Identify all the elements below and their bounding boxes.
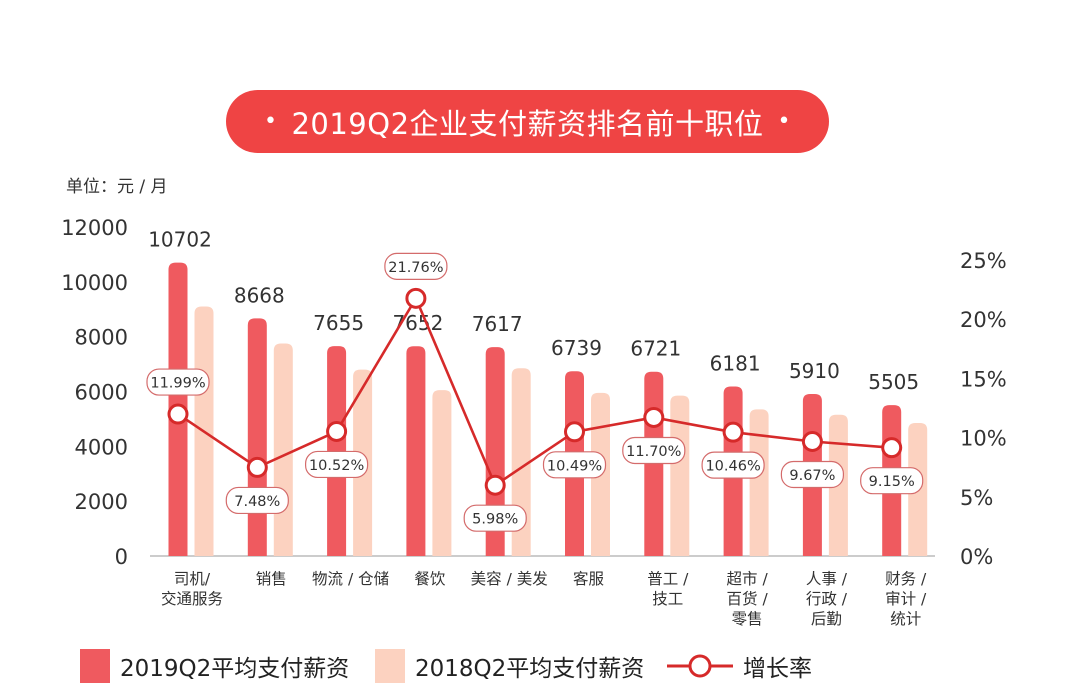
bar-2018 <box>670 395 690 556</box>
bar-2019-value-label: 7617 <box>472 312 523 336</box>
y-right-tick-label: 25% <box>960 249 1007 273</box>
bar-2019-value-label: 5910 <box>789 359 840 383</box>
bar-2019 <box>406 346 426 556</box>
bar-2019 <box>247 318 267 556</box>
bar-2019-value-label: 8668 <box>234 283 285 307</box>
growth-rate-label-box <box>305 450 369 479</box>
growth-rate-point <box>881 437 903 459</box>
growth-rate-label-box <box>225 486 289 515</box>
bar-2018 <box>273 343 293 556</box>
legend-item-2019: 2019Q2平均支付薪资 <box>80 646 349 686</box>
growth-rate-label-box <box>622 436 686 465</box>
legend-swatch-2018 <box>375 649 405 683</box>
x-category-label: 零售 <box>732 610 763 628</box>
y-left-tick-label: 6000 <box>75 381 128 405</box>
growth-rate-point <box>167 403 189 425</box>
legend-label-growth: 增长率 <box>743 656 812 682</box>
bar-2019-value-label: 6721 <box>630 337 681 361</box>
growth-rate-label: 10.52% <box>309 458 364 474</box>
y-left-tick-label: 10000 <box>61 271 128 295</box>
legend-label-2018: 2018Q2平均支付薪资 <box>415 656 645 682</box>
growth-rate-point <box>801 431 823 453</box>
y-right-tick-label: 15% <box>960 367 1007 391</box>
x-category-label: 销售 <box>256 570 287 588</box>
bar-2018 <box>432 390 452 556</box>
growth-rate-label-box <box>860 467 924 495</box>
x-category-label: 财务 / <box>885 570 927 588</box>
x-category-label: 人事 / <box>806 570 848 588</box>
title-dot-left: • <box>263 109 278 134</box>
title-dot-right: • <box>777 109 792 134</box>
legend-swatch-2019 <box>80 649 110 683</box>
growth-rate-label: 9.15% <box>869 474 915 490</box>
growth-rate-label: 21.76% <box>388 260 443 276</box>
growth-rate-point <box>326 420 348 442</box>
x-category-label: 百货 / <box>727 590 769 608</box>
x-category-label: 普工 / <box>647 570 689 588</box>
growth-rate-label-box <box>463 504 527 532</box>
growth-rate-label-box <box>384 252 448 280</box>
legend-item-2018: 2018Q2平均支付薪资 <box>375 646 644 686</box>
y-left-tick-label: 8000 <box>75 326 128 350</box>
growth-rate-label-box <box>701 451 765 479</box>
legend-line-marker-icon <box>667 654 733 678</box>
x-category-label: 行政 / <box>806 590 848 608</box>
growth-rate-point <box>405 287 427 309</box>
unit-label: 单位：元 / 月 <box>66 177 168 197</box>
bar-2019-value-label: 6181 <box>710 352 761 376</box>
y-left-tick-label: 4000 <box>75 435 128 459</box>
growth-rate-label-box <box>146 368 210 396</box>
x-category-label: 物流 / 仓储 <box>312 570 389 588</box>
chart-title: 2019Q2企业支付薪资排名前十职位 <box>291 106 764 141</box>
growth-rate-label: 11.70% <box>626 444 681 460</box>
x-category-label: 审计 / <box>885 590 927 608</box>
growth-rate-line <box>177 295 892 488</box>
y-right-tick-label: 0% <box>960 545 993 569</box>
growth-rate-label: 9.67% <box>789 468 835 484</box>
y-left-tick-label: 0 <box>115 545 128 569</box>
x-category-label: 美容 / 美发 <box>471 570 548 588</box>
x-category-label: 交通服务 <box>161 590 223 608</box>
y-right-tick-label: 5% <box>960 486 993 510</box>
growth-rate-label: 10.46% <box>705 459 760 475</box>
growth-rate-label: 7.48% <box>234 494 280 510</box>
x-category-label: 客服 <box>573 570 605 588</box>
y-right-tick-label: 20% <box>960 308 1007 332</box>
bar-2019-value-label: 6739 <box>551 336 602 360</box>
growth-rate-label-box <box>542 451 607 479</box>
legend-label-2019: 2019Q2平均支付薪资 <box>120 656 350 682</box>
x-category-label: 后勤 <box>811 610 842 628</box>
y-right-tick-label: 10% <box>960 427 1007 451</box>
legend-item-growth: 增长率 <box>665 646 812 686</box>
x-category-label: 餐饮 <box>414 570 446 588</box>
bar-2019-value-label: 7655 <box>313 311 364 335</box>
x-category-label: 统计 <box>890 610 921 628</box>
growth-rate-point <box>484 474 506 496</box>
bar-2019-value-label: 10702 <box>148 228 212 252</box>
growth-rate-point <box>722 421 744 443</box>
growth-rate-label-box <box>780 460 845 489</box>
growth-rate-point <box>246 456 268 478</box>
chart-title-banner: • 2019Q2企业支付薪资排名前十职位 • <box>226 90 829 153</box>
y-left-tick-label: 12000 <box>61 216 128 240</box>
x-category-label: 技工 <box>652 590 683 608</box>
bar-2018 <box>749 409 769 556</box>
growth-rate-label: 11.99% <box>150 376 205 392</box>
growth-rate-label: 10.49% <box>547 458 602 474</box>
growth-rate-point <box>643 406 665 428</box>
bar-2019-value-label: 5505 <box>868 370 919 394</box>
growth-rate-label: 5.98% <box>472 512 518 528</box>
y-left-tick-label: 2000 <box>75 490 128 514</box>
x-category-label: 司机/ <box>174 570 211 588</box>
growth-rate-point <box>564 421 585 443</box>
x-category-label: 超市 / <box>727 570 769 588</box>
bar-2019 <box>485 347 505 556</box>
